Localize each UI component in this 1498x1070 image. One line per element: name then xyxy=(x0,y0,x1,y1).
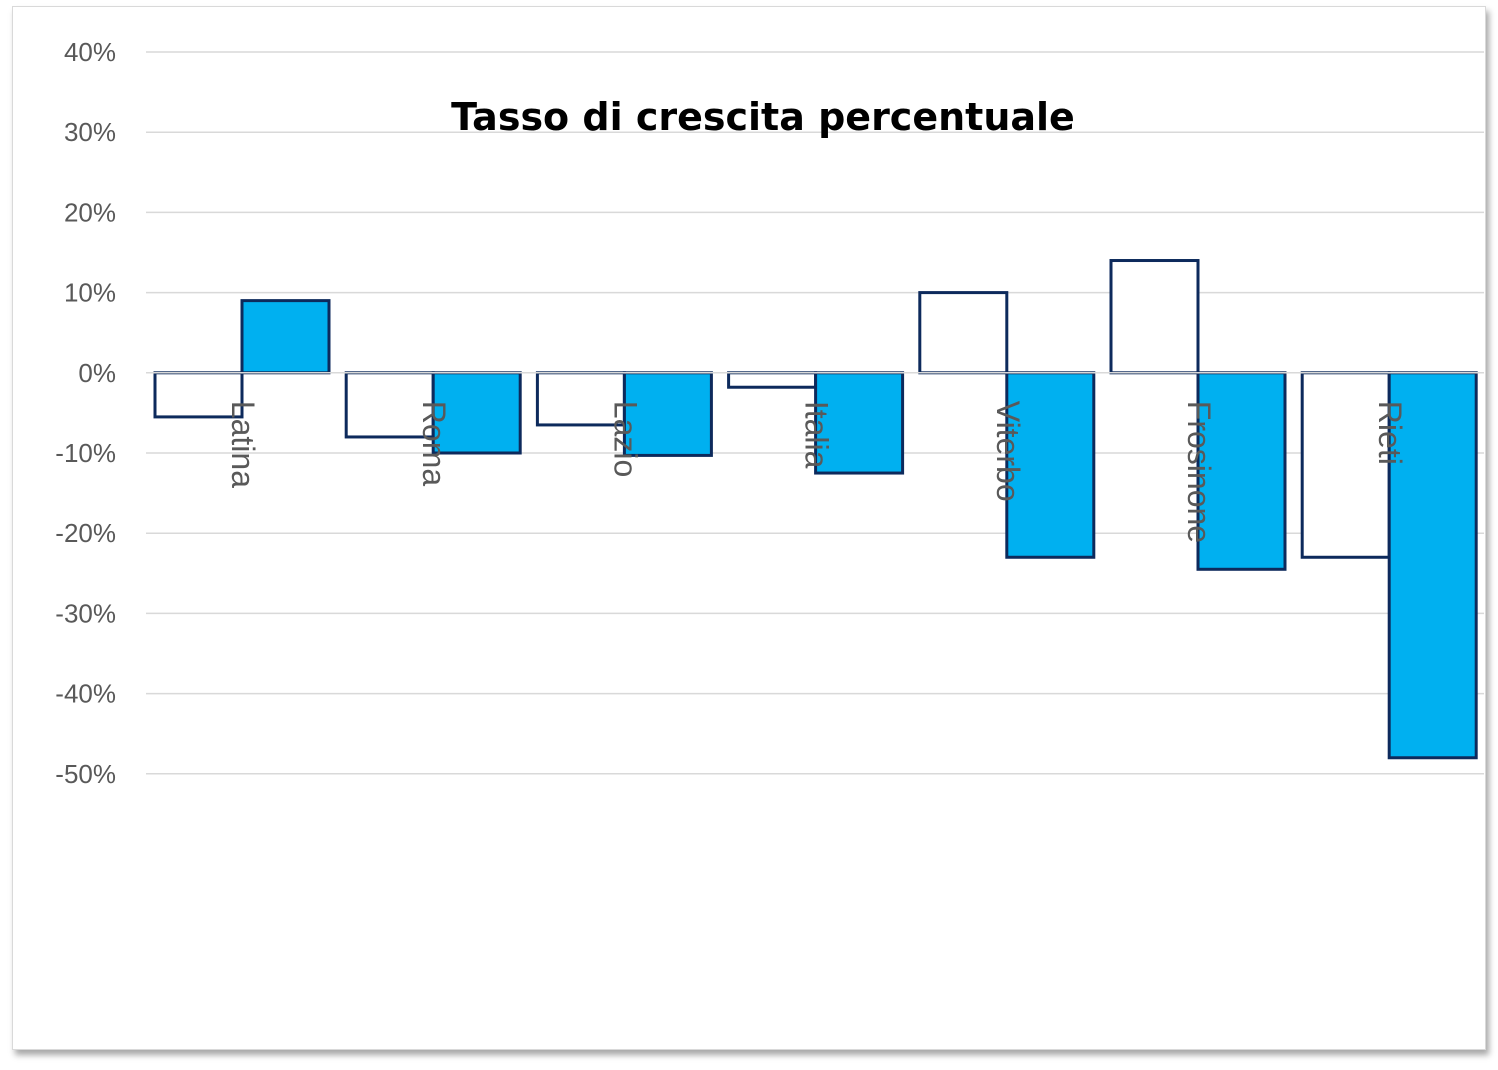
bar-lazio-series-1 xyxy=(535,371,626,427)
bar-frosinone-series-1 xyxy=(1109,259,1200,375)
y-tick-label: -40% xyxy=(55,679,116,709)
bar-latina-series-2 xyxy=(240,299,331,375)
bars xyxy=(146,259,1484,760)
bar-lazio-series-2 xyxy=(622,371,713,457)
bar-italia-series-2 xyxy=(814,371,905,475)
category-label-lazio: Lazio xyxy=(607,401,643,478)
y-tick-label: 0% xyxy=(78,358,116,388)
bar-rieti-series-1 xyxy=(1300,371,1391,559)
y-tick-label: -20% xyxy=(55,518,116,548)
category-label-viterbo: Viterbo xyxy=(990,401,1026,502)
bar-rieti-series-2 xyxy=(1387,371,1478,760)
y-tick-label: -10% xyxy=(55,438,116,468)
y-tick-label: -50% xyxy=(55,759,116,789)
y-tick-label: 10% xyxy=(64,278,116,308)
category-label-latina: Latina xyxy=(225,401,261,488)
bar-viterbo-series-2 xyxy=(1005,371,1096,559)
bar-roma-series-2 xyxy=(431,371,522,455)
bar-frosinone-series-2 xyxy=(1196,371,1287,571)
category-label-rieti: Rieti xyxy=(1372,401,1408,465)
chart-title: Tasso di crescita percentuale xyxy=(451,95,1075,139)
category-labels: Latina Roma Lazio Italia Viterbo Frosinone Rie… xyxy=(225,401,1408,543)
y-axis-ticks: 40% 30% 20% 10% 0% -10% -20% -30% -40% -50% xyxy=(55,37,116,789)
bar-viterbo-series-1 xyxy=(918,291,1009,375)
category-label-frosinone: Frosinone xyxy=(1181,401,1217,543)
y-tick-label: 30% xyxy=(64,117,116,147)
y-tick-label: -30% xyxy=(55,598,116,628)
bar-roma-series-1 xyxy=(344,371,435,439)
y-tick-label: 20% xyxy=(64,197,116,227)
category-label-italia: Italia xyxy=(799,401,835,469)
y-tick-label: 40% xyxy=(64,37,116,67)
category-label-roma: Roma xyxy=(416,401,452,487)
bar-italia-series-1 xyxy=(727,371,818,389)
